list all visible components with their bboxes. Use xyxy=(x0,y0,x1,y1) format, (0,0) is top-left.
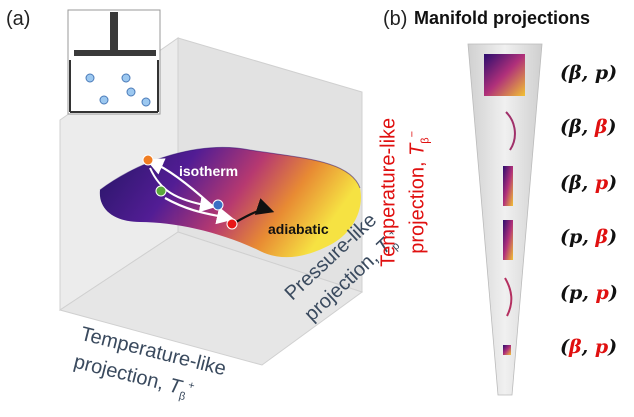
piston-head xyxy=(74,50,156,56)
thumb-2 xyxy=(505,111,516,151)
process-paths xyxy=(145,158,275,225)
projection-pair-6: (β, p) xyxy=(560,336,618,358)
z-axis-label: Temperature-like projection, Tβ− xyxy=(377,107,438,277)
pair-right-symbol: p xyxy=(594,62,609,84)
thumb-1 xyxy=(484,54,525,96)
adiabatic-label: adiabatic xyxy=(268,221,329,237)
state-point-orange xyxy=(142,154,154,166)
z-axis-line2: projection, Tβ− xyxy=(406,130,432,254)
pair-right-symbol: p xyxy=(595,282,609,304)
pair-left-symbol: β xyxy=(569,116,582,138)
gas-particle xyxy=(126,87,136,97)
panel-label-a: (a) xyxy=(6,8,31,30)
pair-right-symbol: β xyxy=(595,226,609,248)
piston-rod xyxy=(110,12,118,52)
pair-right-symbol: β xyxy=(594,116,608,138)
gas-particle xyxy=(141,97,151,107)
isotherm-label: isotherm xyxy=(179,163,239,179)
thumb-4 xyxy=(503,220,513,260)
panel-label-b: (b) xyxy=(383,8,408,30)
pair-right-symbol: p xyxy=(594,336,609,358)
floor xyxy=(58,231,364,366)
projection-pair-3: (β, p) xyxy=(560,172,618,194)
pair-right-symbol: p xyxy=(594,172,609,194)
pair-left-symbol: p xyxy=(569,226,583,248)
gas-particle xyxy=(99,95,109,105)
gas-particle xyxy=(121,73,131,83)
z-axis-line1: Temperature-like xyxy=(377,117,400,267)
adiabatic-arrow xyxy=(235,198,275,223)
isotherm-arrow-mid xyxy=(149,167,216,213)
state-points xyxy=(142,154,238,230)
thumb-3 xyxy=(503,166,513,206)
projection-cone xyxy=(467,43,543,396)
pair-left-symbol: p xyxy=(569,282,583,304)
state-point-blue xyxy=(212,199,224,211)
manifold-surface xyxy=(99,146,361,258)
pair-left-symbol: β xyxy=(569,62,582,84)
projection-pair-4: (p, β) xyxy=(560,226,618,248)
state-point-red xyxy=(226,218,238,230)
thumb-5 xyxy=(504,277,513,317)
piston-inset xyxy=(67,9,161,115)
projection-thumbnails xyxy=(484,54,525,355)
projection-pair-1: (β, p) xyxy=(560,62,618,84)
projections-title: Manifold projections xyxy=(414,8,591,28)
pair-left-symbol: β xyxy=(569,172,582,194)
pair-left-symbol: β xyxy=(569,336,582,358)
projection-pair-5: (p, p) xyxy=(560,282,618,304)
gas-particle xyxy=(85,73,95,83)
state-point-green xyxy=(155,185,167,197)
projection-pair-2: (β, β) xyxy=(560,116,617,138)
thumb-6 xyxy=(503,345,511,355)
